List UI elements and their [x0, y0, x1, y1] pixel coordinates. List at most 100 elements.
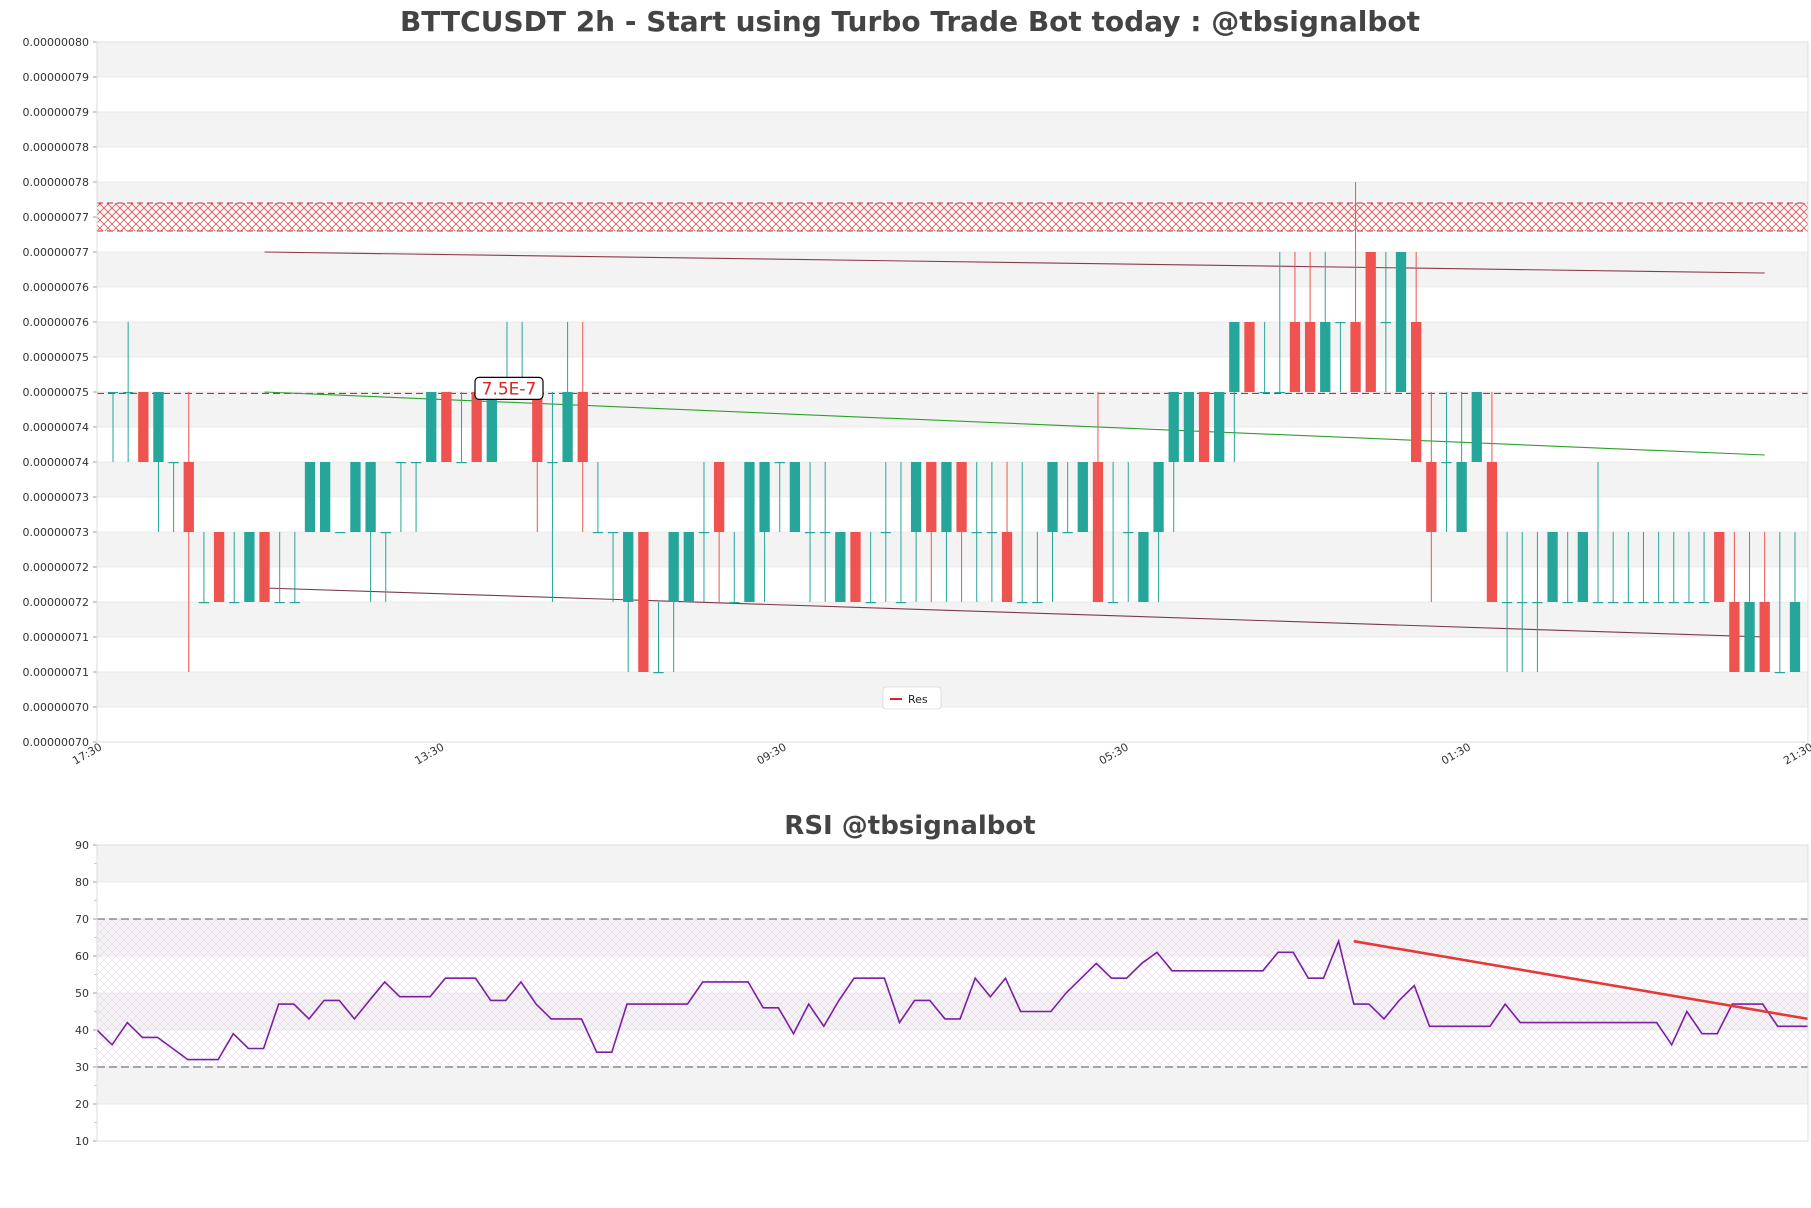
price-chart-title: BTTCUSDT 2h - Start using Turbo Trade Bo…	[400, 5, 1420, 38]
candle-body	[1214, 392, 1225, 462]
candle	[1032, 532, 1043, 604]
candle	[1138, 532, 1149, 602]
rsi-y-tick-label: 70	[75, 913, 89, 926]
candle	[1592, 462, 1604, 604]
candle	[1092, 392, 1104, 602]
candle	[1168, 392, 1179, 532]
candle-body	[441, 392, 452, 462]
candle-body	[1153, 462, 1164, 532]
candle	[138, 392, 149, 462]
price-grid-band	[97, 672, 1808, 707]
candle	[865, 532, 876, 604]
candle-body	[289, 602, 300, 604]
candle	[986, 462, 998, 602]
candle	[1380, 252, 1392, 392]
candle	[1441, 392, 1452, 532]
candle	[1214, 392, 1225, 462]
candle	[698, 462, 710, 602]
candle-body	[380, 532, 391, 534]
candle-body	[1623, 602, 1634, 604]
candle-body	[1517, 602, 1528, 604]
trendline-mid	[264, 391, 1765, 456]
candle-body	[1183, 392, 1195, 462]
candle-body	[1411, 322, 1422, 462]
candle	[304, 462, 316, 532]
candle-body	[304, 462, 316, 532]
rsi-grid-band	[97, 1104, 1808, 1141]
candle-body	[1668, 602, 1679, 604]
candle	[607, 532, 619, 602]
trendline-upper	[264, 251, 1765, 274]
candle-body	[1365, 252, 1376, 392]
trendline-lower	[264, 587, 1765, 638]
candle	[744, 462, 755, 602]
candle-body	[1138, 532, 1149, 602]
candle-body	[638, 532, 649, 672]
candle-body	[1714, 532, 1725, 602]
price-y-axis: 0.00000080 0.00000079 0.00000079 0.00000078…	[23, 36, 97, 749]
candle-body	[789, 462, 801, 532]
price-x-axis: 17:30 13:30 09:30 05:30 01:30 21:30	[70, 740, 1811, 767]
candle-body	[471, 392, 482, 462]
price-label-text: 7.5E-7	[482, 379, 537, 399]
candle	[1229, 322, 1240, 462]
candle-body	[350, 462, 361, 532]
candle	[850, 532, 861, 602]
rsi-trendline	[1353, 939, 1809, 1021]
price-grid-band	[97, 357, 1808, 392]
price-grid-band	[97, 112, 1808, 147]
candle	[592, 462, 604, 534]
candle	[441, 392, 452, 462]
candle	[835, 532, 846, 602]
candle	[1183, 392, 1195, 462]
candle-body	[532, 392, 543, 462]
candle-body	[562, 392, 573, 462]
candle-body	[1683, 602, 1695, 604]
candle	[1471, 392, 1482, 462]
candle	[168, 462, 179, 532]
candle	[759, 462, 770, 602]
candle-body	[138, 392, 149, 462]
candle-body	[910, 462, 922, 532]
candle-body	[1759, 602, 1770, 672]
candle-body	[835, 532, 846, 602]
candle	[1320, 252, 1331, 392]
candle-body	[1198, 392, 1210, 462]
candle-body	[941, 462, 952, 532]
rsi-neutral-zone	[97, 919, 1808, 1067]
candle	[1456, 392, 1467, 532]
rsi-reference-lines	[97, 918, 1808, 1068]
price-grid-bands	[97, 41, 1808, 742]
candle-body	[1698, 602, 1710, 604]
candle	[789, 462, 801, 532]
candle-body	[744, 462, 755, 602]
candle	[1395, 252, 1407, 392]
candle-body	[1562, 602, 1573, 604]
price-x-tick-label: 05:30	[1097, 740, 1131, 767]
candle	[577, 322, 588, 532]
candle	[653, 602, 664, 674]
candle	[1623, 532, 1634, 604]
price-y-tick-label: 0.00000072	[23, 596, 89, 609]
candle	[1198, 392, 1210, 462]
candle	[1562, 532, 1573, 604]
candle-body	[1577, 532, 1589, 602]
candle	[668, 532, 679, 672]
candle-body	[1380, 322, 1392, 324]
price-y-tick-label: 0.00000073	[23, 491, 89, 504]
candle	[319, 462, 331, 532]
candle	[623, 532, 634, 672]
candle	[1289, 252, 1301, 392]
candle	[956, 462, 967, 602]
candle-body	[1017, 602, 1028, 604]
candle	[971, 462, 982, 602]
rsi-chart-title: RSI @tbsignalbot	[784, 811, 1035, 841]
candle	[1107, 462, 1119, 604]
price-y-tick-label: 0.00000078	[23, 141, 89, 154]
rsi-y-tick-label: 50	[75, 987, 89, 1000]
candle	[774, 462, 785, 532]
candle-body	[183, 462, 194, 532]
candle	[1244, 322, 1255, 392]
candle-body	[1592, 602, 1604, 604]
candle	[1744, 532, 1755, 672]
